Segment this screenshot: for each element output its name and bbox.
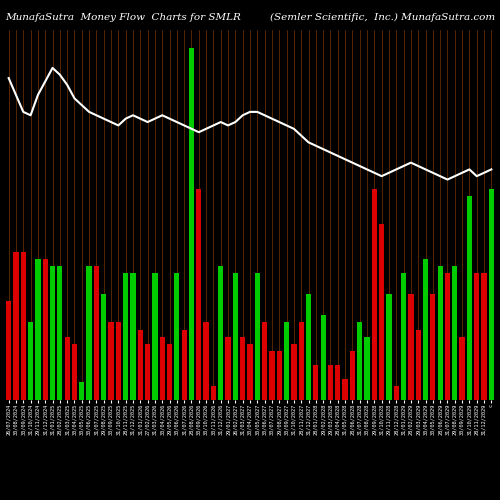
Bar [79, 382, 84, 400]
Bar [284, 322, 289, 400]
Text: (Semler Scientific,  Inc.) MunafaSutra.com: (Semler Scientific, Inc.) MunafaSutra.co… [270, 12, 495, 22]
Bar [116, 322, 121, 400]
Bar [189, 48, 194, 400]
Bar [196, 188, 202, 400]
Bar [14, 252, 18, 400]
Bar [42, 259, 48, 400]
Bar [72, 344, 77, 400]
Bar [328, 365, 333, 400]
Bar [20, 252, 26, 400]
Bar [262, 322, 268, 400]
Bar [430, 294, 436, 400]
Bar [108, 322, 114, 400]
Bar [276, 350, 282, 400]
Bar [342, 379, 347, 400]
Bar [467, 196, 472, 400]
Bar [408, 294, 414, 400]
Bar [138, 330, 143, 400]
Bar [438, 266, 443, 400]
Bar [357, 322, 362, 400]
Bar [416, 330, 421, 400]
Text: MunafaSutra  Money Flow  Charts for SMLR: MunafaSutra Money Flow Charts for SMLR [5, 12, 241, 22]
Bar [211, 386, 216, 400]
Bar [460, 336, 464, 400]
Bar [248, 344, 252, 400]
Bar [306, 294, 311, 400]
Bar [174, 273, 180, 400]
Bar [167, 344, 172, 400]
Bar [445, 273, 450, 400]
Bar [423, 259, 428, 400]
Bar [160, 336, 165, 400]
Bar [182, 330, 187, 400]
Bar [145, 344, 150, 400]
Bar [50, 266, 55, 400]
Bar [488, 188, 494, 400]
Bar [218, 266, 224, 400]
Bar [94, 266, 99, 400]
Bar [232, 273, 238, 400]
Bar [64, 336, 70, 400]
Bar [474, 273, 480, 400]
Bar [482, 273, 486, 400]
Bar [204, 322, 209, 400]
Bar [36, 259, 41, 400]
Bar [152, 273, 158, 400]
Bar [226, 336, 230, 400]
Bar [350, 350, 355, 400]
Bar [320, 316, 326, 400]
Bar [313, 365, 318, 400]
Bar [452, 266, 458, 400]
Bar [298, 322, 304, 400]
Bar [372, 188, 377, 400]
Bar [364, 336, 370, 400]
Bar [28, 322, 33, 400]
Bar [240, 336, 246, 400]
Bar [394, 386, 399, 400]
Bar [123, 273, 128, 400]
Bar [130, 273, 136, 400]
Bar [401, 273, 406, 400]
Bar [101, 294, 106, 400]
Bar [386, 294, 392, 400]
Bar [57, 266, 62, 400]
Bar [291, 344, 296, 400]
Bar [379, 224, 384, 400]
Bar [86, 266, 92, 400]
Bar [6, 302, 12, 400]
Bar [254, 273, 260, 400]
Bar [335, 365, 340, 400]
Bar [270, 350, 274, 400]
